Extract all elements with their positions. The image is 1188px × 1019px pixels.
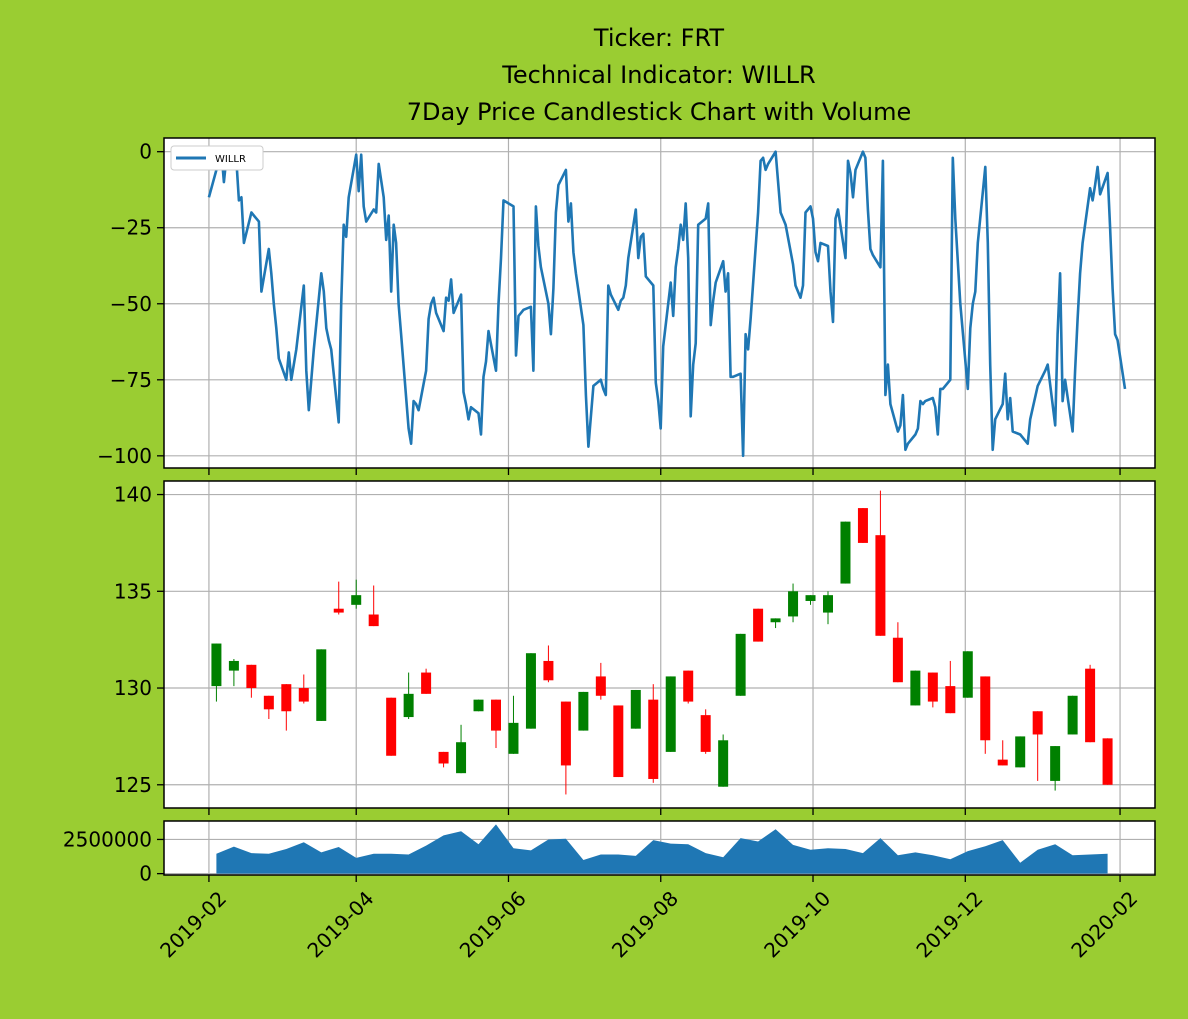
candle-body bbox=[753, 608, 764, 642]
candle-body bbox=[403, 693, 414, 718]
willr-series-line bbox=[207, 150, 1127, 458]
candle-body bbox=[665, 676, 676, 752]
candle-body bbox=[490, 699, 501, 731]
candle-body bbox=[735, 633, 746, 696]
price-plot-area bbox=[164, 481, 1155, 808]
candle-body bbox=[281, 684, 292, 712]
y-tick-label: 0 bbox=[139, 862, 152, 886]
chart-title-line-3: 7Day Price Candlestick Chart with Volume bbox=[407, 98, 912, 126]
candle-body bbox=[822, 595, 833, 613]
candle-body bbox=[805, 595, 816, 601]
candle-body bbox=[857, 508, 868, 543]
y-tick-label: −100 bbox=[97, 444, 152, 468]
candle-body bbox=[910, 670, 921, 706]
chart-title-line-2: Technical Indicator: WILLR bbox=[501, 61, 815, 89]
candle-body bbox=[456, 742, 467, 774]
y-tick-label: −75 bbox=[110, 368, 152, 392]
candle-body bbox=[438, 751, 449, 764]
candle-body bbox=[595, 676, 606, 696]
candle-body bbox=[351, 595, 362, 605]
legend-box bbox=[170, 145, 264, 171]
candle-body bbox=[386, 697, 397, 756]
candle-body bbox=[1102, 738, 1113, 785]
legend-label-willr: WILLR bbox=[215, 154, 246, 165]
chart-title-line-1: Ticker: FRT bbox=[593, 24, 724, 52]
y-tick-label: 140 bbox=[114, 483, 152, 507]
candle-body bbox=[788, 591, 799, 617]
candle-body bbox=[421, 672, 432, 694]
y-tick-label: 0 bbox=[139, 140, 152, 164]
candle-body bbox=[945, 686, 956, 714]
candle-body bbox=[473, 699, 484, 712]
candle-body bbox=[613, 705, 624, 778]
candle-body bbox=[316, 649, 327, 721]
y-tick-label: 125 bbox=[114, 773, 152, 797]
candle-body bbox=[997, 759, 1008, 766]
y-tick-label: 2500000 bbox=[63, 827, 152, 851]
candle-body bbox=[368, 614, 379, 627]
candle-body bbox=[980, 676, 991, 741]
candle-body bbox=[560, 701, 571, 766]
candle-body bbox=[1032, 711, 1043, 735]
price-plot-frame bbox=[163, 480, 1156, 809]
candle-body bbox=[508, 722, 519, 754]
candle-body bbox=[683, 670, 694, 702]
candle-body bbox=[543, 660, 554, 681]
candle-body bbox=[525, 653, 536, 729]
candle-body bbox=[263, 695, 274, 710]
volume-area bbox=[216, 824, 1108, 874]
legend: WILLR bbox=[170, 145, 264, 171]
willr-plot-frame bbox=[163, 137, 1156, 469]
candle-body bbox=[840, 521, 851, 584]
willr-panel: 0 −25 −50 −75 −100 WILLR bbox=[97, 137, 1156, 475]
candle-body bbox=[211, 643, 222, 687]
y-tick-label: −50 bbox=[110, 292, 152, 316]
volume-plot-frame bbox=[163, 820, 1156, 876]
candle-body bbox=[246, 664, 257, 689]
candle-body bbox=[927, 672, 938, 702]
candle-body bbox=[333, 608, 344, 613]
candle-body bbox=[718, 740, 729, 787]
candle-body bbox=[700, 715, 711, 752]
y-tick-label: −25 bbox=[110, 216, 152, 240]
candle-body bbox=[875, 535, 886, 636]
candlestick-panel: 125 130 135 140 bbox=[114, 480, 1156, 815]
candle-body bbox=[1050, 746, 1061, 781]
candle-body bbox=[630, 689, 641, 729]
candle-body bbox=[648, 699, 659, 779]
candle-body bbox=[1067, 695, 1078, 735]
candle-body bbox=[892, 637, 903, 683]
candle-body bbox=[228, 660, 239, 671]
candle-body bbox=[1085, 668, 1096, 743]
candle-body bbox=[298, 688, 309, 702]
candle-body bbox=[1015, 736, 1026, 768]
candle-body bbox=[770, 618, 781, 623]
y-tick-label: 130 bbox=[114, 676, 152, 700]
candle-body bbox=[578, 691, 589, 731]
candle-body bbox=[962, 651, 973, 698]
y-tick-label: 135 bbox=[114, 579, 152, 603]
